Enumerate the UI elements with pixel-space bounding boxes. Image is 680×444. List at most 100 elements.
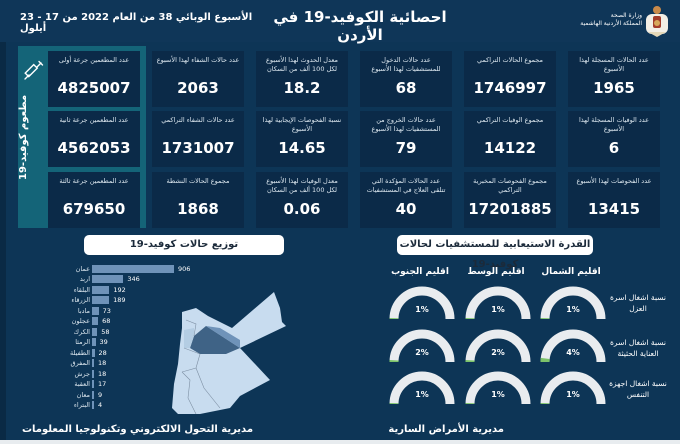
stat-card-weekly-cases: عدد الحالات المسجلة لهذا الأسبوع 1965 [568,51,660,107]
bar-category-label: المفرق [70,359,90,367]
bar [92,317,99,325]
stat-label: عدد المطعمين جرعة ثالثة [59,177,129,185]
bar [92,296,110,304]
bar-value-label: 192 [113,285,126,294]
stat-label: مجموع الوفيات التراكمي [476,116,544,124]
bar [92,327,98,336]
stat-label: عدد حالات الشفاء لهذا الأسبوع [156,56,240,64]
bar-row: اربد 346 [40,274,200,285]
row-label-ventilators: نسبة اشغال اجهزة التنفس [609,379,667,399]
page-title: احصائية الكوفيد-19 في الأردن [273,8,447,44]
stat-value: 4562053 [57,139,131,157]
bar-row: العقبة 17 [40,379,200,390]
stat-card-weekly-recoveries: عدد حالات الشفاء لهذا الأسبوع 2063 [152,51,244,107]
stat-card-second-dose: عدد المطعمين جرعة ثانية 4562053 [48,111,140,167]
stat-card-incidence-rate: معدل الحدوث لهذا الأسبوع لكل 100 ألف من … [256,51,348,107]
bar [92,401,94,409]
bar-category-label: الزرقاء [71,296,90,304]
stat-card-hospital-discharges: عدد حالات الخروج من المستشفيات لهذا الأس… [360,111,452,167]
bar [92,275,124,283]
bar [92,348,95,357]
stat-value: 18.2 [283,79,321,97]
stat-label: عدد الحالات المسجلة لهذا الأسبوع [579,56,649,73]
gauge-arc-icon [389,329,455,363]
bar-category-label: البتراء [73,401,90,409]
bar-row: الزرقاء 189 [40,295,200,306]
gauge-percent: 1% [491,305,505,314]
bar-category-label: الكرك [73,327,90,336]
stat-card-weekly-deaths: عدد الوفيات المسجلة لهذا الأسبوع 6 [568,111,660,167]
stat-card-weekly-tests: عدد الفحوصات لهذا الأسبوع 13415 [568,172,660,228]
bar-row: معان 9 [40,389,200,400]
stat-label: عدد حالات الدخول للمستشفيات لهذا الأسبوع [371,56,441,73]
bar-row: الطفيلة 28 [40,347,200,358]
distribution-title: توزيع حالات كوفيد-19 [84,235,284,255]
stat-card-positivity-rate: نسبة الفحوصات الإيجابية لهذا الأسبوع 14.… [256,111,348,167]
gauge-arc-icon [540,329,606,363]
stat-label: مجموع الحالات التراكمي [476,56,543,64]
bar-category-label: معان [76,390,90,399]
stat-card-hospital-admissions: عدد حالات الدخول للمستشفيات لهذا الأسبوع… [360,51,452,107]
stat-card-cumulative-cases: مجموع الحالات التراكمي 1746997 [464,51,556,107]
ministry-name: وزارة الصحة المملكة الأردنية الهاشمية [580,12,642,28]
bar-row: المفرق 18 [40,358,200,369]
hospital-capacity-title: القدرة الاستيعابية للمستشفيات لحالات كوف… [397,235,593,270]
bar [92,369,94,378]
gauge-arc-icon [465,329,531,363]
bar-value-label: 39 [99,338,108,346]
stat-card-death-rate: معدل الوفيات لهذا الأسبوع لكل 100 ألف من… [256,172,348,228]
gauge-arc-icon [465,371,531,405]
occupancy-gauge: 1% [389,285,455,321]
bar-value-label: 58 [101,327,110,336]
bar-row: البلقاء 192 [40,284,200,295]
header: الأسبوع الوبائي 38 من العام 2022 من 17 -… [0,0,680,44]
stat-label: عدد الوفيات المسجلة لهذا الأسبوع [578,116,650,133]
bar-value-label: 906 [178,264,191,273]
stat-value: 79 [395,139,417,157]
region-north-header: اقليم الشمال [541,267,601,277]
stat-value: 6 [608,139,620,157]
stat-label: عدد الفحوصات لهذا الأسبوع [576,177,652,185]
bar-category-label: مادبا [77,306,90,315]
bar [92,285,110,294]
occupancy-gauge: 1% [540,285,606,321]
region-south-header: اقليم الجنوب [391,267,449,277]
occupancy-gauge: 1% [540,370,606,406]
stat-label: معدل الحدوث لهذا الأسبوع لكل 100 ألف من … [266,56,338,73]
bar-category-label: البلقاء [73,285,90,294]
bar-value-label: 9 [98,390,103,399]
stat-card-cumulative-deaths: مجموع الوفيات التراكمي 14122 [464,111,556,167]
stat-label: عدد حالات الخروج من المستشفيات لهذا الأس… [371,116,441,133]
stat-card-first-dose: عدد المطعمين جرعة أولى 4825007 [48,51,140,107]
footer-it-directorate: مديرية التحول الالكتروني وتكنولوجيا المع… [22,424,254,435]
gauge-percent: 2% [415,348,429,357]
stat-label: معدل الوفيات لهذا الأسبوع لكل 100 ألف من… [266,177,338,194]
stat-value: 0.06 [283,200,321,218]
gauge-arc-icon [540,371,606,405]
stat-label: عدد المطعمين جرعة أولى [58,56,130,64]
stat-value: 14122 [483,139,537,157]
gauge-percent: 1% [491,390,505,399]
occupancy-gauge: 4% [540,328,606,364]
gauge-percent: 1% [415,390,429,399]
stat-card-third-dose: عدد المطعمين جرعة ثالثة 679650 [48,172,140,228]
bar-value-label: 73 [102,306,111,315]
bar [92,264,174,273]
stat-value: 17201885 [468,200,552,218]
syringe-icon [24,60,44,80]
stat-value: 1746997 [473,79,547,97]
gauge-arc-icon [389,286,455,320]
stat-card-active-cases: مجموع الحالات النشطة 1868 [152,172,244,228]
row-label-isolation-beds: نسبة اشغال اسرة العزل [610,293,666,313]
bar-value-label: 68 [102,317,111,325]
stat-card-cumulative-tests: مجموع الفحوصات المخبرية التراكمي 1720188… [464,172,556,228]
row-label-icu-beds: نسبة اشغال اسرة العناية الحثيثة [610,338,666,358]
bar-value-label: 4 [98,401,103,409]
ministry-line-2: المملكة الأردنية الهاشمية [580,20,642,27]
stat-label: مجموع الفحوصات المخبرية التراكمي [473,177,547,194]
bar [92,390,94,399]
bar-category-label: جرش [74,369,90,378]
gauge-percent: 2% [491,348,505,357]
bar-value-label: 346 [127,275,140,283]
